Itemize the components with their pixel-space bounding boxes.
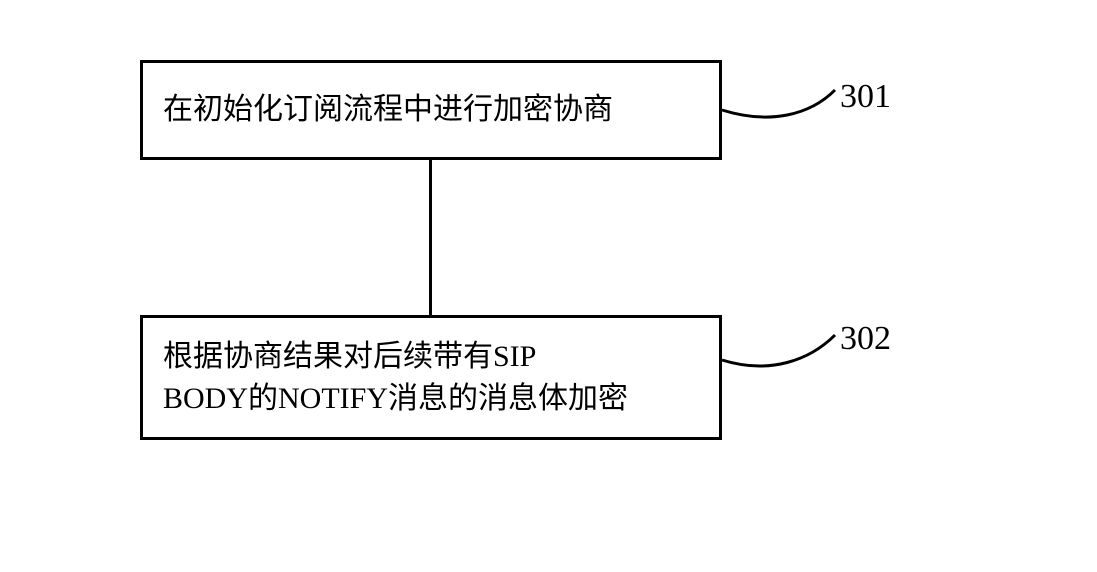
- label-302-text: 302: [840, 320, 891, 357]
- label-302: 302: [840, 320, 891, 358]
- label-curve-2: [140, 60, 960, 510]
